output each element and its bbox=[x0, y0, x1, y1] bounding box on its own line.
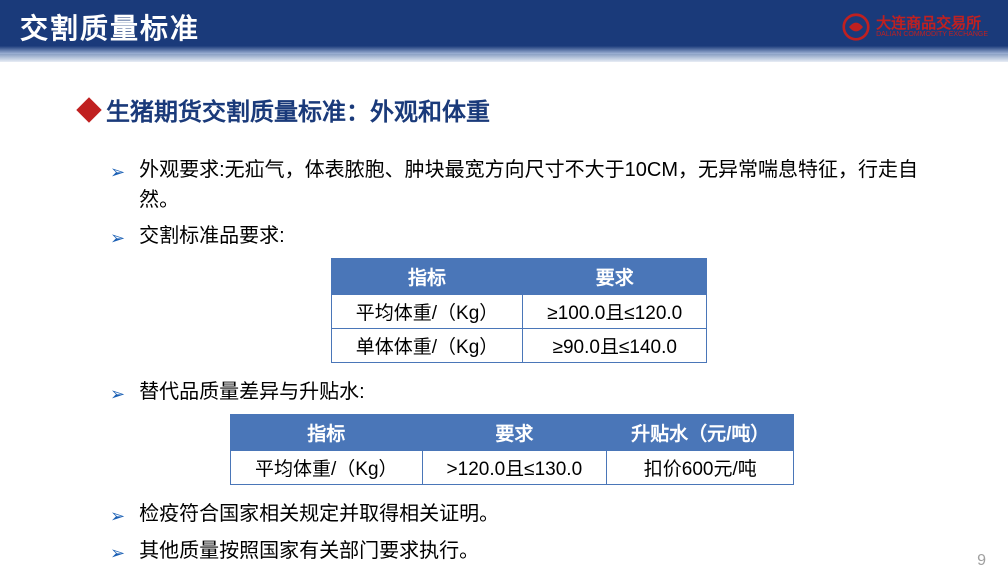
arrow-icon: ➢ bbox=[110, 503, 125, 530]
list-item: ➢ 检疫符合国家相关规定并取得相关证明。 bbox=[110, 499, 928, 530]
table-header: 升贴水（元/吨） bbox=[607, 415, 794, 451]
header-logo: 大连商品交易所 DALIAN COMMODITY EXCHANGE bbox=[842, 13, 988, 41]
list-item: ➢ 外观要求:无疝气，体表脓胞、肿块最宽方向尺寸不大于10CM，无异常喘息特征，… bbox=[110, 155, 928, 215]
bullet-list: ➢ 外观要求:无疝气，体表脓胞、肿块最宽方向尺寸不大于10CM，无异常喘息特征，… bbox=[110, 155, 928, 567]
arrow-icon: ➢ bbox=[110, 159, 125, 186]
table-cell: ≥90.0且≤140.0 bbox=[523, 329, 707, 363]
table-cell: 平均体重/（Kg） bbox=[231, 451, 423, 485]
table-header: 指标 bbox=[331, 259, 523, 295]
standard-product-table: 指标 要求 平均体重/（Kg） ≥100.0且≤120.0 单体体重/（Kg） … bbox=[331, 258, 707, 363]
table2-wrap: 指标 要求 升贴水（元/吨） 平均体重/（Kg） >120.0且≤130.0 扣… bbox=[230, 414, 928, 485]
table-row: 单体体重/（Kg） ≥90.0且≤140.0 bbox=[331, 329, 706, 363]
diamond-bullet-icon bbox=[76, 97, 101, 122]
logo-text-wrap: 大连商品交易所 DALIAN COMMODITY EXCHANGE bbox=[876, 16, 988, 38]
bullet-text: 外观要求:无疝气，体表脓胞、肿块最宽方向尺寸不大于10CM，无异常喘息特征，行走… bbox=[139, 155, 928, 215]
table-cell: 单体体重/（Kg） bbox=[331, 329, 523, 363]
logo-text-en: DALIAN COMMODITY EXCHANGE bbox=[876, 31, 988, 38]
bullet-text: 检疫符合国家相关规定并取得相关证明。 bbox=[139, 499, 928, 529]
table-row: 平均体重/（Kg） ≥100.0且≤120.0 bbox=[331, 295, 706, 329]
page-number: 9 bbox=[977, 552, 986, 570]
table-header: 指标 bbox=[231, 415, 423, 451]
list-item: ➢ 替代品质量差异与升贴水: bbox=[110, 377, 928, 408]
substitute-product-table: 指标 要求 升贴水（元/吨） 平均体重/（Kg） >120.0且≤130.0 扣… bbox=[230, 414, 794, 485]
table-cell: ≥100.0且≤120.0 bbox=[523, 295, 707, 329]
arrow-icon: ➢ bbox=[110, 540, 125, 567]
table1-wrap: 指标 要求 平均体重/（Kg） ≥100.0且≤120.0 单体体重/（Kg） … bbox=[110, 258, 928, 363]
exchange-logo-icon bbox=[842, 13, 870, 41]
content-area: 生猪期货交割质量标准：外观和体重 ➢ 外观要求:无疝气，体表脓胞、肿块最宽方向尺… bbox=[0, 62, 1008, 567]
bullet-text: 交割标准品要求: bbox=[139, 221, 928, 251]
list-item: ➢ 其他质量按照国家有关部门要求执行。 bbox=[110, 536, 928, 567]
table-cell: >120.0且≤130.0 bbox=[422, 451, 607, 485]
list-item: ➢ 交割标准品要求: bbox=[110, 221, 928, 252]
logo-text-cn: 大连商品交易所 bbox=[876, 16, 988, 31]
subtitle-row: 生猪期货交割质量标准：外观和体重 bbox=[80, 92, 928, 127]
header-underband bbox=[0, 54, 1008, 62]
arrow-icon: ➢ bbox=[110, 381, 125, 408]
section-subtitle: 生猪期货交割质量标准：外观和体重 bbox=[106, 92, 490, 127]
bullet-text: 替代品质量差异与升贴水: bbox=[139, 377, 928, 407]
arrow-icon: ➢ bbox=[110, 225, 125, 252]
bullet-text: 其他质量按照国家有关部门要求执行。 bbox=[139, 536, 928, 566]
table-row: 平均体重/（Kg） >120.0且≤130.0 扣价600元/吨 bbox=[231, 451, 794, 485]
table-cell: 平均体重/（Kg） bbox=[331, 295, 523, 329]
table-cell: 扣价600元/吨 bbox=[607, 451, 794, 485]
table-header: 要求 bbox=[523, 259, 707, 295]
table-header: 要求 bbox=[422, 415, 607, 451]
header-bar: 交割质量标准 大连商品交易所 DALIAN COMMODITY EXCHANGE bbox=[0, 0, 1008, 54]
page-title: 交割质量标准 bbox=[20, 7, 200, 47]
